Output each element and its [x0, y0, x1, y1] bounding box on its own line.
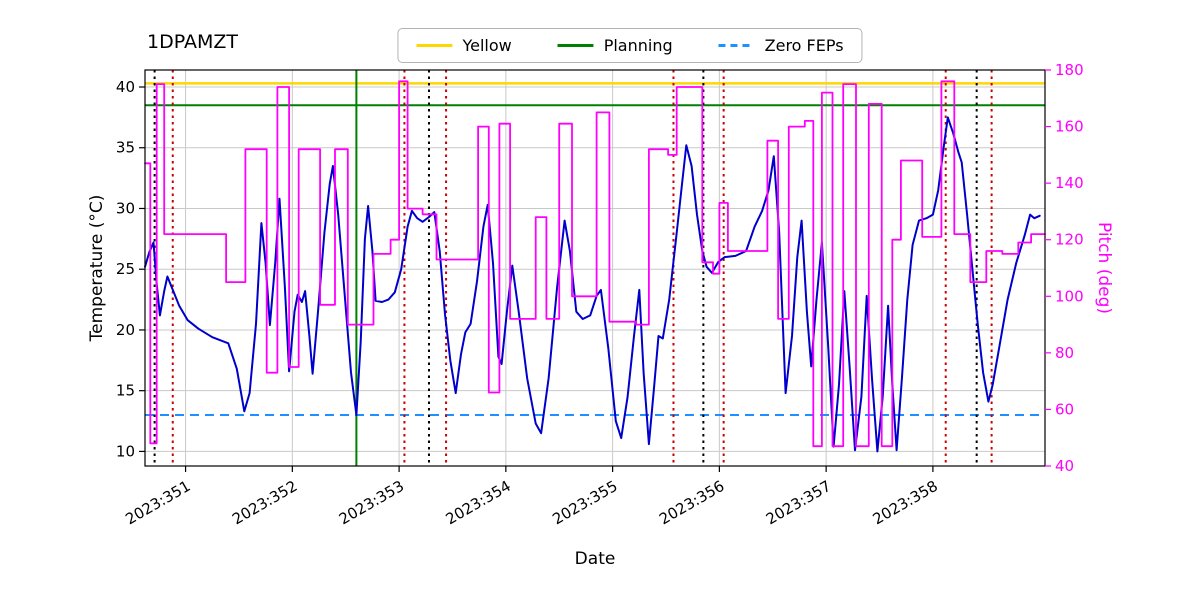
x-tick-label: 2023:358: [870, 477, 941, 529]
y-tick-left-label: 10: [116, 442, 135, 460]
x-tick-label: 2023:352: [229, 477, 300, 529]
yellow-line-sample-icon: [416, 44, 453, 47]
y-tick-right-label: 180: [1055, 61, 1084, 79]
y-axis-label-temperature: Temperature (°C): [87, 194, 107, 342]
planning-line-sample-icon: [557, 44, 594, 47]
legend-item-zero-feps: Zero FEPs: [718, 36, 844, 55]
x-tick-label: 2023:354: [443, 477, 514, 529]
x-tick-label: 2023:351: [122, 477, 193, 529]
zero-feps-dashed-line-sample-icon: [718, 44, 755, 47]
legend-label-yellow: Yellow: [462, 36, 512, 55]
y-tick-left-label: 35: [116, 139, 135, 157]
x-axis-label-date: Date: [574, 549, 616, 569]
legend-item-yellow: Yellow: [416, 36, 512, 55]
x-tick-label: 2023:353: [336, 477, 407, 529]
plot-background: [145, 70, 1045, 466]
y-tick-right-label: 60: [1055, 400, 1074, 418]
y-tick-right-label: 160: [1055, 118, 1084, 136]
chart-title: 1DPAMZT: [147, 31, 238, 53]
y-tick-left-label: 40: [116, 78, 135, 96]
x-tick-label: 2023:357: [763, 477, 834, 529]
y-tick-left-label: 15: [116, 382, 135, 400]
y-tick-left-label: 25: [116, 260, 135, 278]
x-tick-label: 2023:355: [549, 477, 620, 529]
legend: Yellow Planning Zero FEPs: [397, 28, 863, 63]
y-tick-left-label: 30: [116, 199, 135, 217]
y-axis-label-pitch: Pitch (deg): [1094, 221, 1114, 315]
x-tick-label: 2023:356: [656, 477, 727, 529]
y-tick-right-label: 120: [1055, 231, 1084, 249]
legend-item-planning: Planning: [557, 36, 673, 55]
y-tick-right-label: 40: [1055, 457, 1074, 475]
y-tick-right-label: 80: [1055, 344, 1074, 362]
legend-label-planning: Planning: [603, 36, 673, 55]
pitch-curve: [144, 80, 1046, 448]
y-tick-right-label: 100: [1055, 287, 1084, 305]
plot-border: [144, 69, 1046, 467]
y-tick-right-label: 140: [1055, 174, 1084, 192]
legend-label-zero-feps: Zero FEPs: [764, 36, 844, 55]
y-tick-left-label: 20: [116, 321, 135, 339]
